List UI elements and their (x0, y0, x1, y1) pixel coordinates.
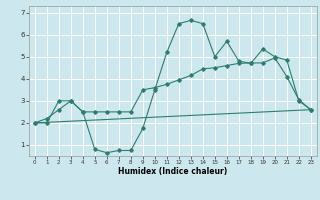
X-axis label: Humidex (Indice chaleur): Humidex (Indice chaleur) (118, 167, 228, 176)
